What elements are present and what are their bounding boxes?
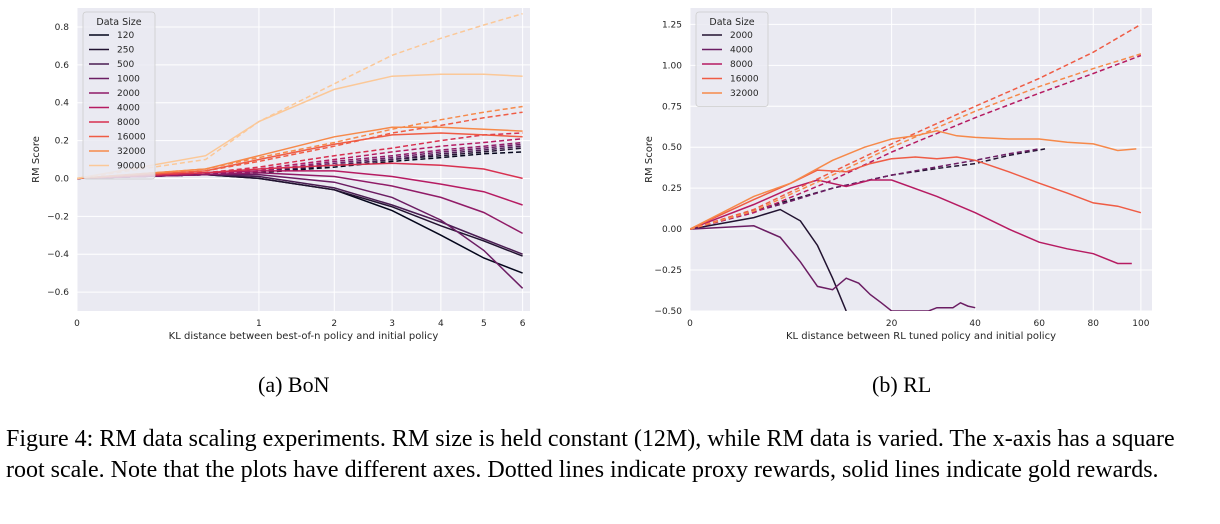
gold-line-32000 [690, 130, 1137, 230]
x-tick-label: 0 [687, 319, 693, 329]
x-tick-label: 100 [1132, 319, 1149, 329]
y-tick-label: 0.00 [662, 225, 682, 235]
legend-label-4000: 4000 [730, 46, 753, 56]
x-tick-label: 80 [1088, 319, 1100, 329]
x-tick-label: 2 [331, 319, 337, 329]
proxy-line-8000 [690, 54, 1142, 230]
x-tick-label: 5 [481, 319, 487, 329]
legend-title: Data Size [96, 17, 141, 28]
y-axis-label: RM Score [644, 136, 655, 183]
y-axis-label: RM Score [31, 136, 42, 183]
subcaption-bon: (a) BoN [258, 372, 330, 397]
gold-line-2000 [690, 208, 847, 311]
gold-line-8000 [77, 162, 523, 180]
rl-chart: 0 20 40 60 80 100 −0.50 −0.25 0.00 0.25 0.50 0.75 1.… [644, 8, 1152, 342]
legend-label-1000: 1000 [117, 75, 140, 85]
legend-label-16000: 16000 [730, 75, 759, 85]
y-tick-label: 0.0 [55, 174, 70, 184]
subcaption-rl: (b) RL [872, 372, 932, 397]
x-tick-label: 3 [389, 319, 395, 329]
gold-line-16000 [77, 132, 523, 180]
series-group [77, 12, 524, 289]
y-tick-label: 0.75 [662, 102, 682, 112]
gold-line-32000 [77, 126, 523, 180]
proxy-line-16000 [690, 23, 1142, 230]
legend-label-32000: 32000 [117, 147, 146, 157]
x-tick-label: 60 [1034, 319, 1046, 329]
y-tick-label: 0.8 [55, 23, 70, 33]
y-tick-label: 1.00 [662, 61, 682, 71]
x-tick-label: 6 [520, 319, 526, 329]
y-tick-label: 0.50 [662, 143, 682, 153]
legend-label-16000: 16000 [117, 133, 146, 143]
proxy-line-32000 [690, 53, 1142, 230]
y-tick-label: −0.2 [47, 212, 69, 222]
gold-line-8000 [690, 179, 1132, 265]
y-tick-label: 0.2 [55, 137, 69, 147]
y-tick-label: −0.25 [654, 266, 682, 276]
legend-label-500: 500 [117, 60, 134, 70]
legend-title: Data Size [709, 17, 754, 28]
series-group [690, 23, 1142, 311]
legend-label-8000: 8000 [117, 118, 140, 128]
y-tick-label: 0.4 [55, 99, 70, 109]
proxy-line-4000 [690, 148, 1040, 230]
legend-label-2000: 2000 [730, 31, 753, 41]
figure-caption: Figure 4: RM data scaling experiments. R… [6, 426, 1175, 483]
y-tick-label: 0.6 [55, 61, 70, 71]
y-tick-label: −0.6 [47, 288, 69, 298]
gold-line-16000 [690, 156, 1142, 230]
legend-label-120: 120 [117, 31, 134, 41]
legend-label-4000: 4000 [117, 104, 140, 114]
gold-line-4000 [690, 225, 976, 311]
legend-label-2000: 2000 [117, 89, 140, 99]
legend-label-90000: 90000 [117, 162, 146, 172]
legend-label-8000: 8000 [730, 60, 753, 70]
gold-line-90000 [77, 73, 523, 180]
x-tick-label: 40 [969, 319, 981, 329]
x-tick-label: 4 [438, 319, 444, 329]
proxy-line-2000 [690, 148, 1046, 230]
x-tick-label: 1 [256, 319, 262, 329]
bon-chart: 0 1 2 3 4 5 6 −0.6 −0.4 −0.2 0.0 0.2 0.4 0.6 0.8 KL dis… [31, 8, 530, 342]
x-axis-label: KL distance between RL tuned policy and … [786, 331, 1056, 342]
proxy-line-90000 [77, 12, 523, 180]
legend-label-250: 250 [117, 46, 134, 56]
gold-line-2000 [77, 172, 523, 235]
y-tick-label: −0.4 [47, 250, 69, 260]
y-tick-label: −0.50 [654, 307, 682, 317]
legend-label-32000: 32000 [730, 89, 759, 99]
x-axis-label: KL distance between best-of-n policy and… [169, 331, 439, 342]
y-tick-label: 1.25 [662, 20, 682, 30]
x-tick-label: 20 [886, 319, 898, 329]
x-tick-label: 0 [74, 319, 80, 329]
y-tick-label: 0.25 [662, 184, 682, 194]
